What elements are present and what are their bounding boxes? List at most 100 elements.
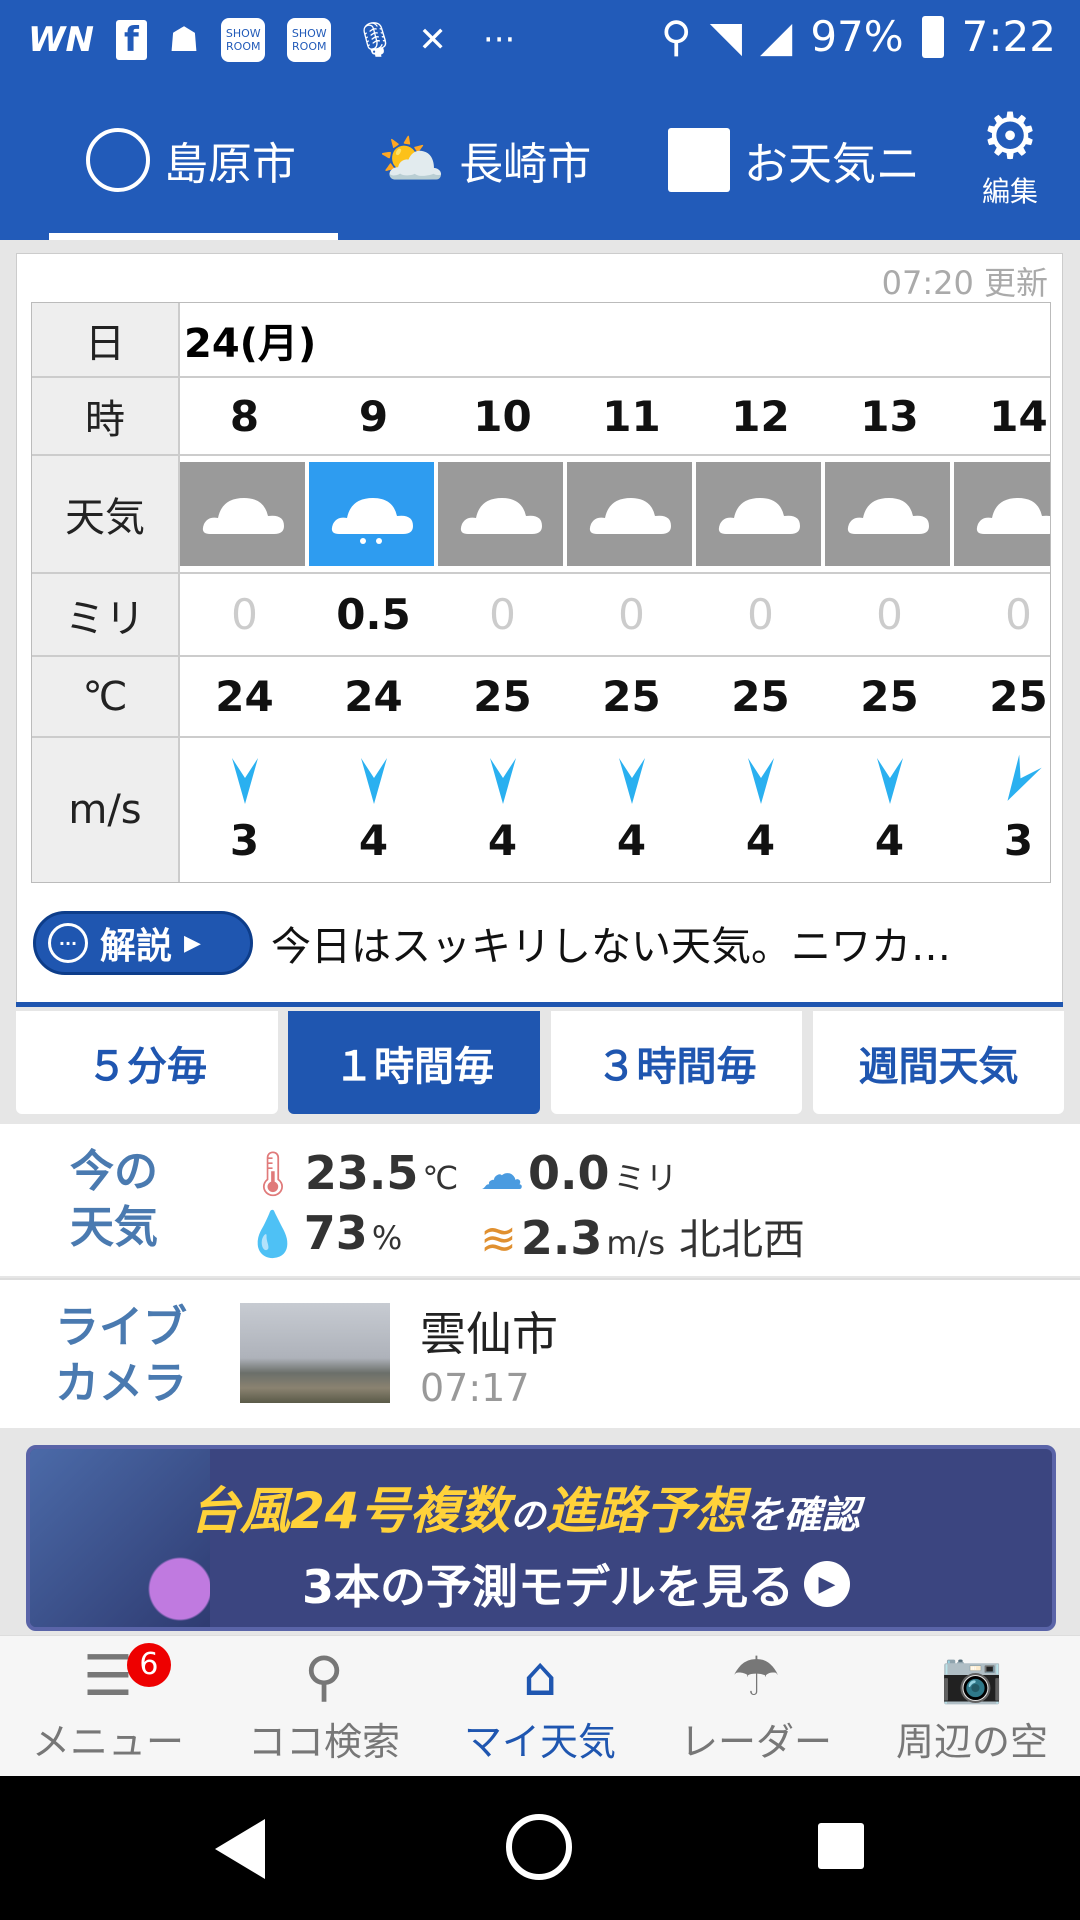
wind-arrow-icon [875, 756, 905, 816]
tab-weather-news[interactable]: お天気ニ [668, 120, 920, 200]
typhoon-banner[interactable]: 台風24号複数の進路予想を確認 3本の予測モデルを見る ▶ [26, 1445, 1056, 1631]
thermometer-icon: 🌡 [245, 1149, 301, 1200]
hour-cell: 14 [989, 391, 1048, 441]
nav-radar[interactable]: ☂ レーダー [679, 1645, 832, 1765]
row-weather: 天気 [32, 456, 1050, 574]
location-tabs: 島原市 ⛅ 長崎市 お天気ニ ⚙ 編集 [0, 78, 1080, 240]
wind-speed: 3 [1003, 815, 1034, 865]
precip-cell: 0.5 [336, 590, 411, 639]
system-nav-bar [0, 1776, 1080, 1920]
row-temp: ℃ 24 24 25 25 25 25 25 [32, 657, 1050, 738]
live-camera[interactable]: ライブ カメラ 雲仙市 07:17 [0, 1278, 1080, 1428]
forecast-table: 日 24(月) 時 8 9 10 11 12 13 14 天気 ミリ 0 0.5 0 0 0 0 0 ℃… [31, 302, 1051, 883]
wind-arrow-icon [488, 756, 518, 816]
umbrella-icon: ☂ [731, 1645, 781, 1708]
tab-5min[interactable]: ５分毎 [16, 1011, 278, 1114]
status-bar: WN f ☗ SHOW ROOM SHOW ROOM 🎙 ✕ ··· ⚲ ◥ ◢… [0, 0, 1080, 78]
clock: 7:22 [961, 12, 1056, 61]
cloud-icon [696, 462, 821, 566]
hour-cell: 12 [731, 391, 790, 441]
battery-icon [921, 15, 944, 58]
wind-speed: 4 [745, 815, 776, 865]
recents-button[interactable] [818, 1823, 864, 1869]
rain-icon [309, 462, 434, 566]
wind-cell: 3 [954, 738, 1050, 882]
commentary-text[interactable]: 今日はスッキリしない天気。ニワカ… [271, 924, 951, 970]
wind-cell: 4 [825, 738, 954, 882]
satellite-icon: ✕ [418, 20, 447, 60]
wind-speed: 4 [616, 815, 647, 865]
voice-assistant-icon: 🎙 [353, 20, 397, 60]
commentary: ··· 解説 ▶ 今日はスッキリしない天気。ニワカ… [33, 910, 1053, 976]
tab-1hour[interactable]: １時間毎 [288, 1011, 540, 1114]
hour-cell: 13 [860, 391, 919, 441]
typhoon-map-icon [30, 1449, 210, 1627]
hour-cell: 11 [602, 391, 661, 441]
weathernews-icon: WN [28, 20, 94, 60]
showroom-icon: SHOW ROOM [287, 18, 332, 62]
home-button[interactable] [506, 1814, 572, 1880]
wind-speed: 3 [229, 815, 260, 865]
location-icon: ⚲ [660, 12, 692, 61]
precip-cell: 0 [231, 590, 258, 639]
tab-shimabara[interactable]: 島原市 [86, 120, 296, 200]
notification-badge: 6 [126, 1643, 171, 1687]
row-day: 日 24(月) [32, 303, 1050, 378]
tab-nagasaki[interactable]: ⛅ 長崎市 [378, 128, 592, 191]
cloud-icon [567, 462, 692, 566]
wind-arrow-icon [617, 756, 647, 816]
precip-cell: 0 [489, 590, 516, 639]
showroom-icon: SHOW ROOM [221, 18, 266, 62]
temp-cell: 25 [731, 672, 790, 721]
camera-thumbnail[interactable] [240, 1303, 390, 1403]
nav-sky[interactable]: 📷 周辺の空 [895, 1648, 1048, 1764]
home-icon: ⌂ [522, 1645, 558, 1708]
wind-speed: 4 [487, 815, 518, 865]
nav-menu[interactable]: ☰ 6 メニュー [31, 1643, 184, 1764]
precip-cell: 0 [1005, 590, 1032, 639]
tab-3hour[interactable]: ３時間毎 [551, 1011, 802, 1114]
bottom-nav: ☰ 6 メニュー ⚲ ココ検索 ⌂ マイ天気 ☂ レーダー 📷 周辺の空 [0, 1635, 1080, 1776]
back-button[interactable] [215, 1819, 265, 1879]
play-icon: ▶ [804, 1561, 851, 1607]
nav-my-weather[interactable]: ⌂ マイ天気 [463, 1645, 616, 1765]
temp-cell: 25 [989, 672, 1048, 721]
nav-search[interactable]: ⚲ ココ検索 [247, 1645, 400, 1765]
hour-cell: 8 [229, 391, 260, 441]
wind-arrow-icon [230, 756, 260, 816]
camera-icon: 📷 [940, 1648, 1004, 1706]
humidity-icon: 💧 [245, 1209, 300, 1260]
wind-cell: 4 [696, 738, 825, 882]
temp-cell: 24 [344, 672, 403, 721]
more-dots-icon: ··· [482, 20, 516, 60]
sun-cloud-icon: ⛅ [378, 128, 446, 191]
facebook-icon: f [115, 20, 147, 60]
search-icon: ⚲ [304, 1645, 344, 1708]
menu-icon: ☰ 6 [83, 1643, 171, 1707]
row-hour: 時 8 9 10 11 12 13 14 [32, 378, 1050, 456]
cloud-icon [825, 462, 950, 566]
wind-arrow-icon [1004, 754, 1042, 816]
chevron-right-icon: ▶ [184, 930, 201, 956]
current-weather[interactable]: 今の 天気 🌡 23.5 ℃ ☁ 0.0 ミリ 💧 73% ≋ 2.3 m/s 北北西 [0, 1124, 1080, 1276]
wind-arrow-icon [746, 756, 776, 816]
temp-cell: 24 [215, 672, 274, 721]
signal-icon: ◢ [760, 12, 793, 61]
wind-icon: ≋ [480, 1214, 517, 1265]
precip-cell: 0 [747, 590, 774, 639]
tab-weekly[interactable]: 週間天気 [813, 1011, 1064, 1114]
temp-cell: 25 [860, 672, 919, 721]
row-precip: ミリ 0 0.5 0 0 0 0 0 [32, 574, 1050, 657]
precip-cell: 0 [618, 590, 645, 639]
edit-button[interactable]: ⚙ 編集 [970, 104, 1050, 210]
wifi-icon: ◥ [709, 12, 742, 61]
cloud-icon [954, 462, 1050, 566]
active-tab-indicator [49, 233, 338, 240]
wind-speed: 4 [874, 815, 905, 865]
wind-cell: 4 [567, 738, 696, 882]
commentary-button[interactable]: ··· 解説 ▶ [33, 911, 253, 975]
news-icon [668, 128, 730, 192]
updated-time: 07:20 更新 [881, 264, 1048, 302]
app-mascot-icon: ☗ [168, 20, 200, 60]
